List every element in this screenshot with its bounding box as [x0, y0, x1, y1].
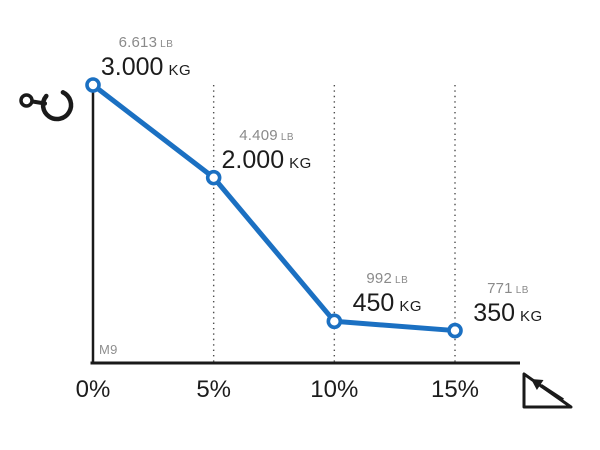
- kg-value: 2.000 KG: [221, 145, 312, 174]
- data-point-15%: [447, 322, 463, 339]
- data-point-10%: [326, 313, 343, 330]
- slope-gradient-icon: [522, 372, 573, 409]
- kg-value: 3.000 KG: [100, 53, 192, 81]
- x-tick-10%: 10%: [310, 376, 359, 403]
- hook-curve: [40, 90, 74, 122]
- crane-hook-icon: [19, 90, 74, 122]
- point-label-15%: 771 LB 350 KG: [473, 279, 542, 330]
- data-point-0%: [85, 77, 101, 93]
- point-label-0%: 6.613 LB 3.000 KG: [101, 33, 191, 84]
- data-point-markers: [85, 77, 463, 339]
- data-point-5%: [205, 169, 222, 186]
- series-line: [90, 82, 458, 334]
- slope-arrow-head: [531, 379, 544, 390]
- lb-value: 6.613 LB: [118, 34, 174, 51]
- lb-value: 771 LB: [487, 279, 529, 297]
- point-label-10%: 992 LB 450 KG: [353, 269, 422, 320]
- point-label-5%: 4.409 LB 2.000 KG: [222, 126, 312, 177]
- kg-value: 450 KG: [352, 289, 423, 318]
- kg-value: 350 KG: [473, 298, 543, 327]
- x-tick-15%: 15%: [430, 376, 480, 403]
- slope-arrow-shaft: [540, 384, 564, 402]
- x-tick-0%: 0%: [75, 376, 111, 403]
- lb-value: 4.409 LB: [239, 126, 295, 144]
- hook-eyelet: [19, 93, 34, 108]
- x-tick-5%: 5%: [196, 376, 231, 403]
- model-label: M9: [99, 342, 118, 357]
- lb-value: 992 LB: [366, 270, 409, 288]
